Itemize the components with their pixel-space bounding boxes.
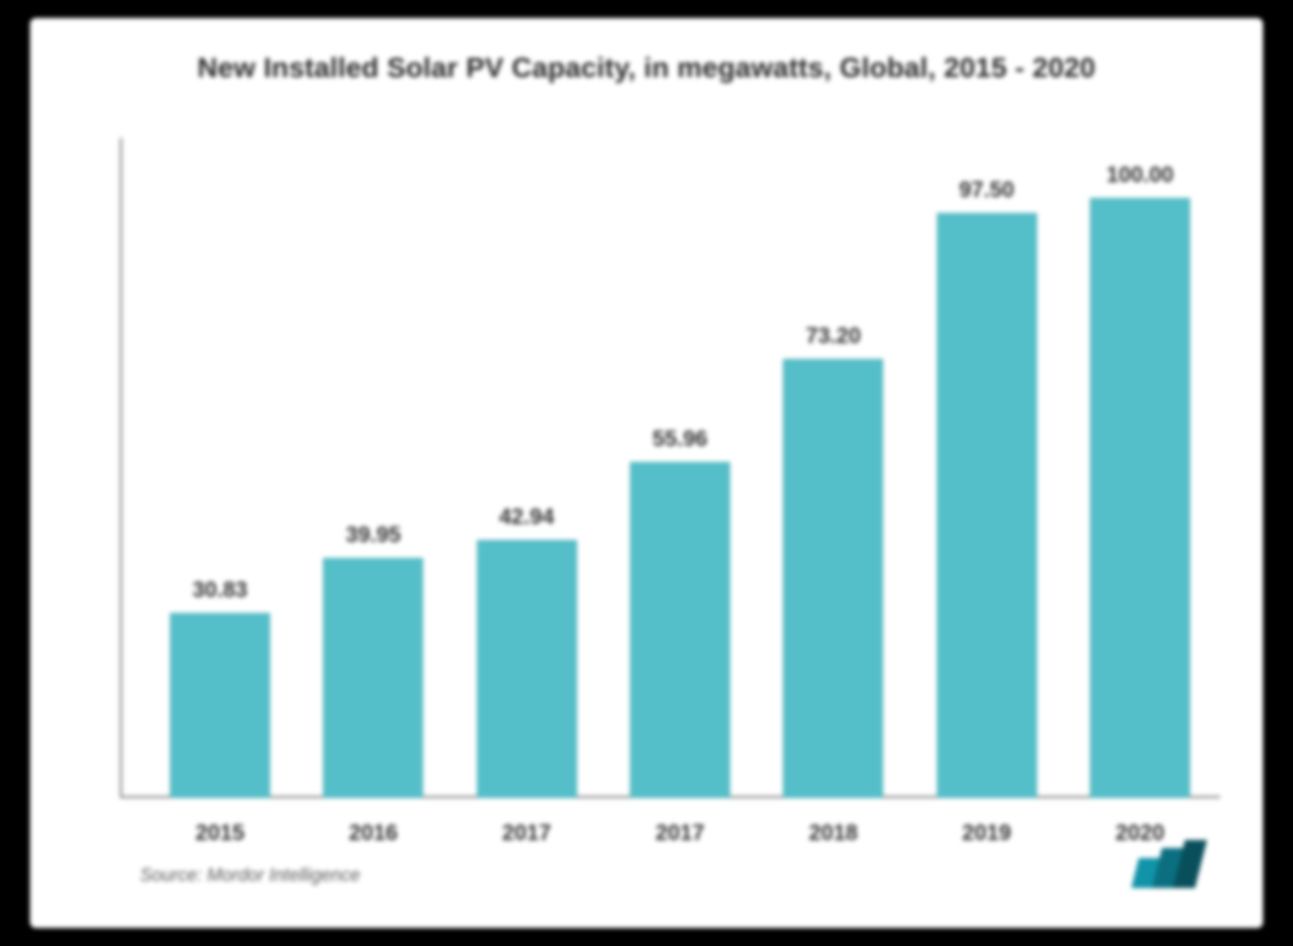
bar-value-label: 39.95 bbox=[293, 522, 453, 548]
bar-rect bbox=[323, 558, 423, 798]
bar-value-label: 30.83 bbox=[140, 577, 300, 603]
x-tick-label: 2016 bbox=[303, 820, 443, 846]
bar: 30.83 bbox=[170, 613, 270, 798]
bar: 73.20 bbox=[783, 359, 883, 798]
bar-rect bbox=[1090, 198, 1190, 798]
plot-area: 30.8339.9542.9455.9673.2097.50100.00 201… bbox=[120, 138, 1220, 798]
bar-value-label: 100.00 bbox=[1060, 162, 1220, 188]
bar-rect bbox=[477, 540, 577, 798]
bar-rect bbox=[783, 359, 883, 798]
bar-rect bbox=[170, 613, 270, 798]
source-note: Source: Mordor Intelligence bbox=[140, 865, 360, 886]
bars-container: 30.8339.9542.9455.9673.2097.50100.00 bbox=[120, 138, 1220, 798]
chart-card: New Installed Solar PV Capacity, in mega… bbox=[30, 18, 1263, 928]
x-tick-label: 2017 bbox=[610, 820, 750, 846]
bar: 39.95 bbox=[323, 558, 423, 798]
chart-title: New Installed Solar PV Capacity, in mega… bbox=[30, 52, 1263, 84]
bar-rect bbox=[937, 213, 1037, 798]
x-tick-label: 2019 bbox=[917, 820, 1057, 846]
x-labels: 2015201620172017201820192020 bbox=[120, 798, 1220, 858]
brand-logo bbox=[1135, 840, 1205, 888]
bar-value-label: 97.50 bbox=[907, 177, 1067, 203]
bar-value-label: 73.20 bbox=[753, 323, 913, 349]
bar: 97.50 bbox=[937, 213, 1037, 798]
x-tick-label: 2017 bbox=[457, 820, 597, 846]
bar-value-label: 42.94 bbox=[447, 504, 607, 530]
bar: 100.00 bbox=[1090, 198, 1190, 798]
x-tick-label: 2015 bbox=[150, 820, 290, 846]
bar: 42.94 bbox=[477, 540, 577, 798]
bar-rect bbox=[630, 462, 730, 798]
bar-value-label: 55.96 bbox=[600, 426, 760, 452]
x-tick-label: 2018 bbox=[763, 820, 903, 846]
bar: 55.96 bbox=[630, 462, 730, 798]
